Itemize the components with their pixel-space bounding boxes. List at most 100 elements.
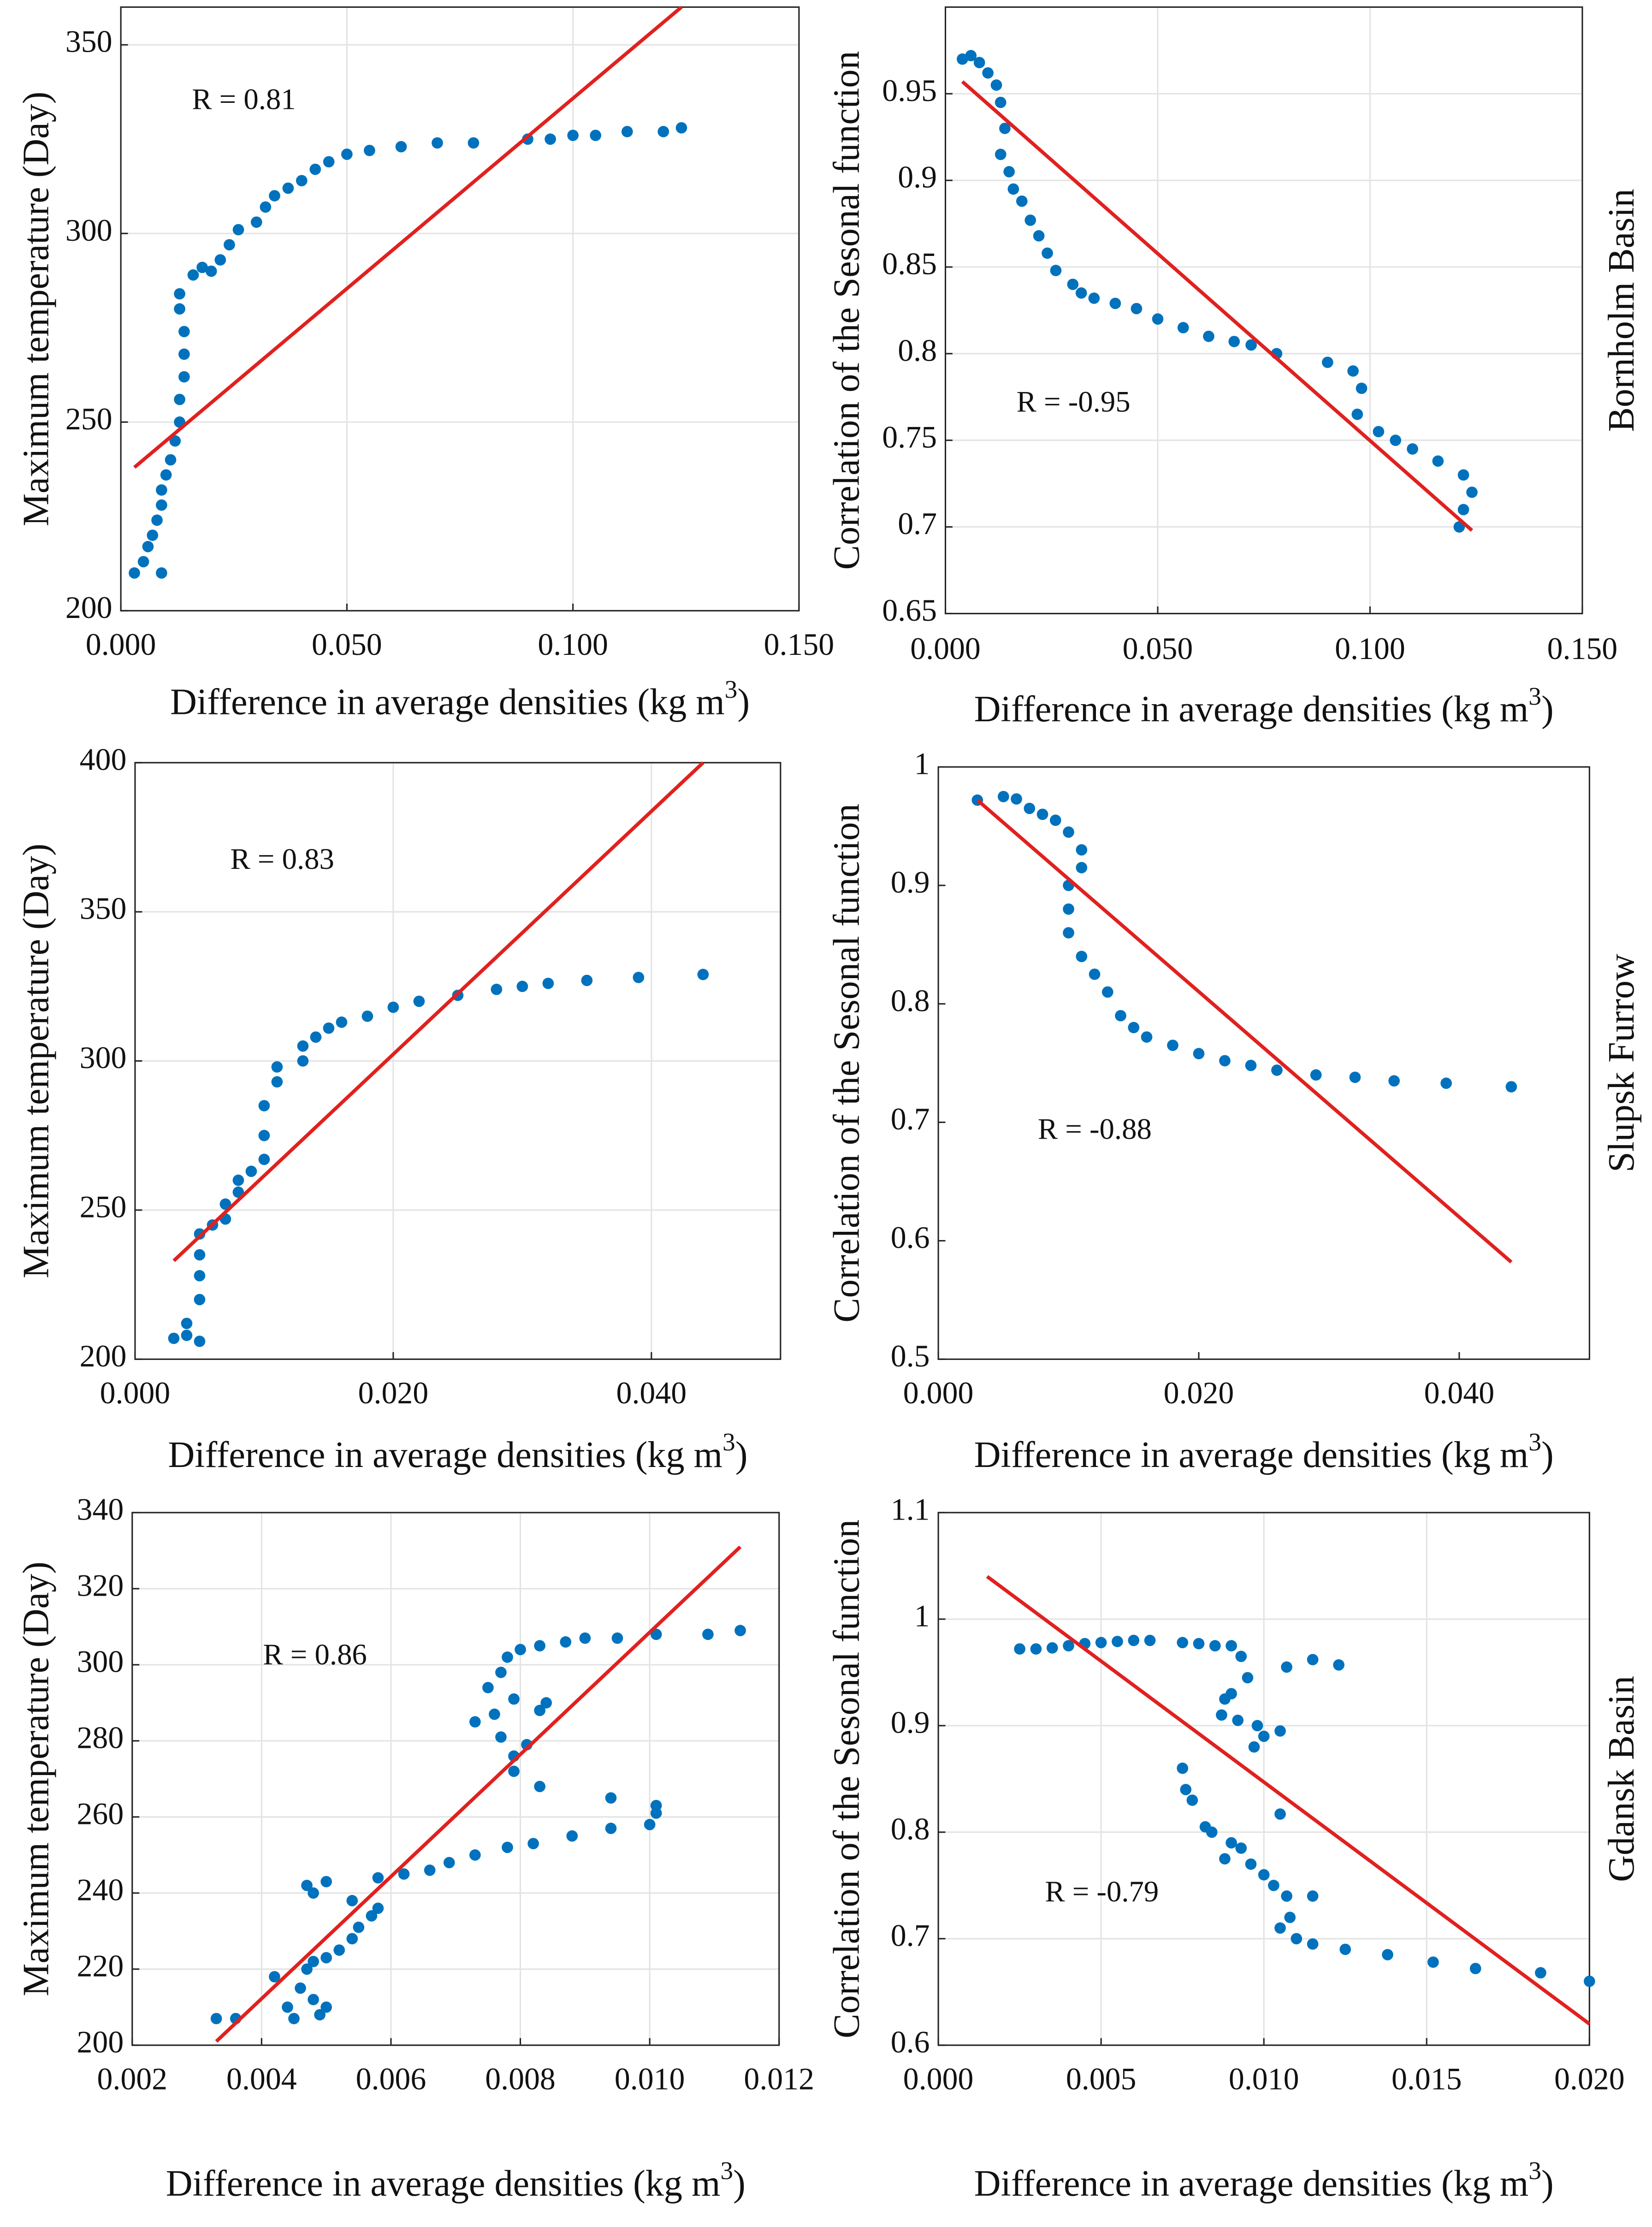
y-tick-label: 200 [77,2025,124,2059]
scatter-point [702,1628,714,1640]
scatter-point [250,216,262,228]
scatter-point [129,567,140,579]
scatter-point [657,126,669,137]
scatter-point [1049,814,1061,826]
y-tick-label: 260 [77,1796,124,1831]
panel: 0.000 0.050 0.100 0.150 0.65 0.7 0.75 0.8 0.85 0.… [826,6,1642,730]
scatter-point [1235,1651,1247,1663]
x-tick-label: 0.000 [903,2061,974,2096]
x-tick-label: 0.012 [744,2061,814,2096]
scatter-point [156,499,167,511]
y-axis-label: Correlation of the Sesonal function [826,804,867,1323]
scatter-point [301,1880,313,1891]
x-tick-label: 0.050 [312,627,382,662]
scatter-point [468,137,480,149]
scatter-point [1024,802,1036,814]
x-tick-label: 0.008 [485,2061,556,2096]
y-tick-label: 320 [77,1568,124,1603]
scatter-point [1141,1031,1153,1043]
scatter-point [320,2001,332,2013]
plot-background [945,7,1582,614]
scatter-point [1177,1762,1189,1774]
scatter-point [1024,214,1036,226]
scatter-point [361,1010,373,1022]
scatter-point [224,239,235,251]
annotation: R = 0.81 [192,83,296,116]
scatter-point [1466,487,1478,498]
scatter-point [1177,1637,1189,1649]
scatter-point [214,254,226,266]
y-tick-label: 0.6 [891,2025,930,2059]
scatter-point [489,1708,500,1720]
scatter-point [540,1697,552,1709]
scatter-point [1349,1071,1361,1083]
scatter-point [372,1902,384,1914]
scatter-point [372,1872,384,1884]
y-tick-label: 0.85 [882,247,937,281]
scatter-point [147,529,159,541]
scatter-point [1373,426,1385,438]
plot-frame [120,6,800,612]
x-axis-label-part: Difference in average densities (kg m [168,1435,722,1475]
scatter-point [1063,826,1074,838]
side-label: Slupsk Furrow [1601,954,1642,1172]
y-tick-label: 0.95 [882,73,937,108]
x-tick-label: 0.000 [100,1376,171,1410]
x-tick-label: 0.004 [226,2061,297,2096]
y-tick-label: 1 [914,747,930,781]
scatter-point [1115,1010,1126,1021]
scatter-point [174,303,185,315]
scatter-point [650,1628,662,1640]
x-tick-label: 0.000 [86,627,156,662]
scatter-point [178,348,190,360]
scatter-point [1076,862,1088,873]
plot-frame [134,762,782,1360]
scatter-point [258,1153,270,1165]
fit-line [133,6,683,469]
scatter-point [156,567,167,579]
scatter-point [1242,1672,1254,1684]
scatter-point [1310,1069,1322,1081]
scatter-point [308,1994,319,2006]
y-tick-label: 0.7 [891,1102,930,1136]
x-axis-label-part: Difference in average densities (kg m [974,2163,1529,2204]
scatter-point [495,1667,507,1678]
scatter-point [1284,1912,1296,1923]
scatter-point [1347,365,1359,377]
y-tick-label: 280 [77,1720,124,1755]
x-tick-label: 0.150 [1547,631,1618,666]
scatter-point [581,974,593,986]
scatter-point [1063,927,1074,938]
scatter-point [1535,1967,1546,1979]
x-axis-label-part: Difference in average densities (kg m [974,1435,1529,1475]
scatter-point [366,1910,378,1922]
x-axis-label-part: ) [1541,1435,1554,1475]
side-label: Gdansk Basin [1601,1676,1642,1882]
scatter-point [443,1857,455,1869]
x-axis-label-part: ) [1541,689,1554,730]
scatter-point [288,2013,300,2025]
x-tick-label: 0.005 [1066,2061,1137,2096]
scatter-point [605,1823,617,1834]
scatter-point [1232,1714,1244,1726]
scatter-point [1128,1021,1140,1033]
x-tick-label: 0.040 [1424,1376,1495,1410]
fit-line [961,80,1474,532]
scatter-point [181,1330,193,1341]
scatter-point [156,484,167,496]
scatter-point [165,454,177,466]
x-axis-label-part: ) [733,2163,746,2204]
scatter-point [282,2001,293,2013]
scatter-point [644,1819,656,1830]
scatter-point [1432,455,1444,467]
y-axis-label: Maximum temperature (Day) [16,1562,57,1996]
x-axis-label-part: ) [1541,2163,1554,2204]
scatter-point [1235,1842,1247,1854]
y-tick-label: 1.1 [891,1492,930,1526]
scatter-point [1583,1975,1595,1987]
fit-line [215,1545,742,2043]
scatter-point [1440,1077,1452,1089]
y-tick-label: 0.8 [891,1811,930,1846]
y-axis-label: Correlation of the Sesonal function [826,51,867,570]
scatter-point [1101,986,1113,998]
